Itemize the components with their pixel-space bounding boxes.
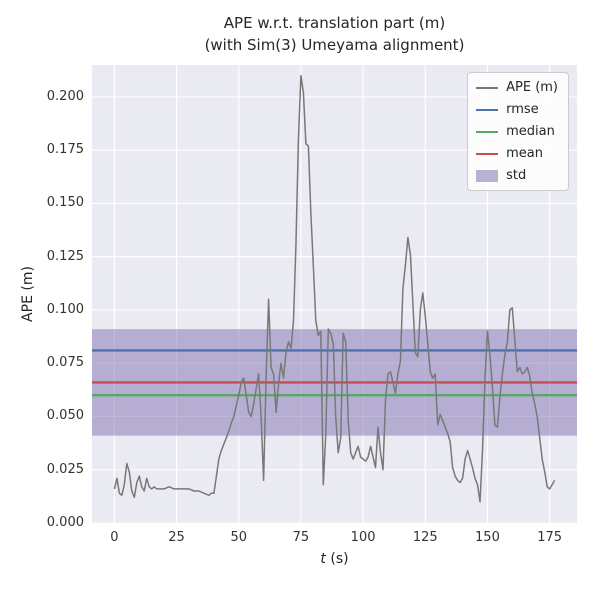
- ape-line: [113, 74, 556, 503]
- x-tick-label: 50: [230, 530, 247, 545]
- legend-entry-std: std: [476, 168, 558, 183]
- x-tick-label: 175: [537, 530, 563, 545]
- y-tick-label: 0.150: [46, 195, 84, 211]
- legend: APE (m) rmse median mean std: [467, 72, 569, 191]
- plot-area: APE (m) rmse median mean std: [92, 65, 577, 523]
- y-tick-label: 0.075: [46, 355, 84, 371]
- y-tick-label: 0.125: [46, 248, 84, 264]
- chart-canvas: [92, 65, 577, 523]
- x-tick-label: 125: [412, 530, 438, 545]
- x-axis-label: t (s): [92, 551, 577, 567]
- x-axis-label-unit: (s): [325, 551, 349, 567]
- y-tick-label: 0.000: [46, 515, 84, 530]
- legend-entry-rmse: rmse: [476, 102, 558, 117]
- legend-label: mean: [506, 146, 543, 161]
- legend-entry-median: median: [476, 124, 558, 139]
- y-axis-label: APE (m): [20, 266, 36, 322]
- legend-label: median: [506, 124, 555, 139]
- chart-title-line1: APE w.r.t. translation part (m): [223, 14, 446, 32]
- y-tick-label: 0.200: [46, 88, 84, 104]
- legend-entry-mean: mean: [476, 146, 558, 161]
- chart-title-line2: (with Sim(3) Umeyama alignment): [204, 36, 465, 54]
- legend-swatch: [476, 169, 499, 182]
- y-tick-label: 0.100: [46, 301, 84, 317]
- legend-label: std: [506, 168, 527, 183]
- y-tick-label: 0.050: [46, 408, 84, 424]
- x-tick-label: 150: [475, 530, 500, 545]
- y-tick-label: 0.175: [46, 142, 84, 158]
- legend-swatch: [476, 86, 499, 89]
- legend-label: APE (m): [506, 80, 558, 95]
- legend-swatch: [476, 152, 499, 155]
- legend-swatch: [476, 130, 499, 133]
- legend-swatch: [476, 108, 499, 111]
- legend-entry-ape-m-: APE (m): [476, 80, 558, 95]
- x-tick-label: 0: [110, 530, 119, 545]
- chart-title: APE w.r.t. translation part (m) (with Si…: [92, 12, 577, 56]
- x-tick-label: 25: [168, 530, 185, 545]
- x-tick-label: 75: [292, 530, 310, 545]
- legend-label: rmse: [506, 102, 539, 117]
- x-tick-label: 100: [350, 530, 376, 545]
- x-axis-label-variable: t: [320, 551, 326, 567]
- y-tick-label: 0.025: [46, 461, 84, 477]
